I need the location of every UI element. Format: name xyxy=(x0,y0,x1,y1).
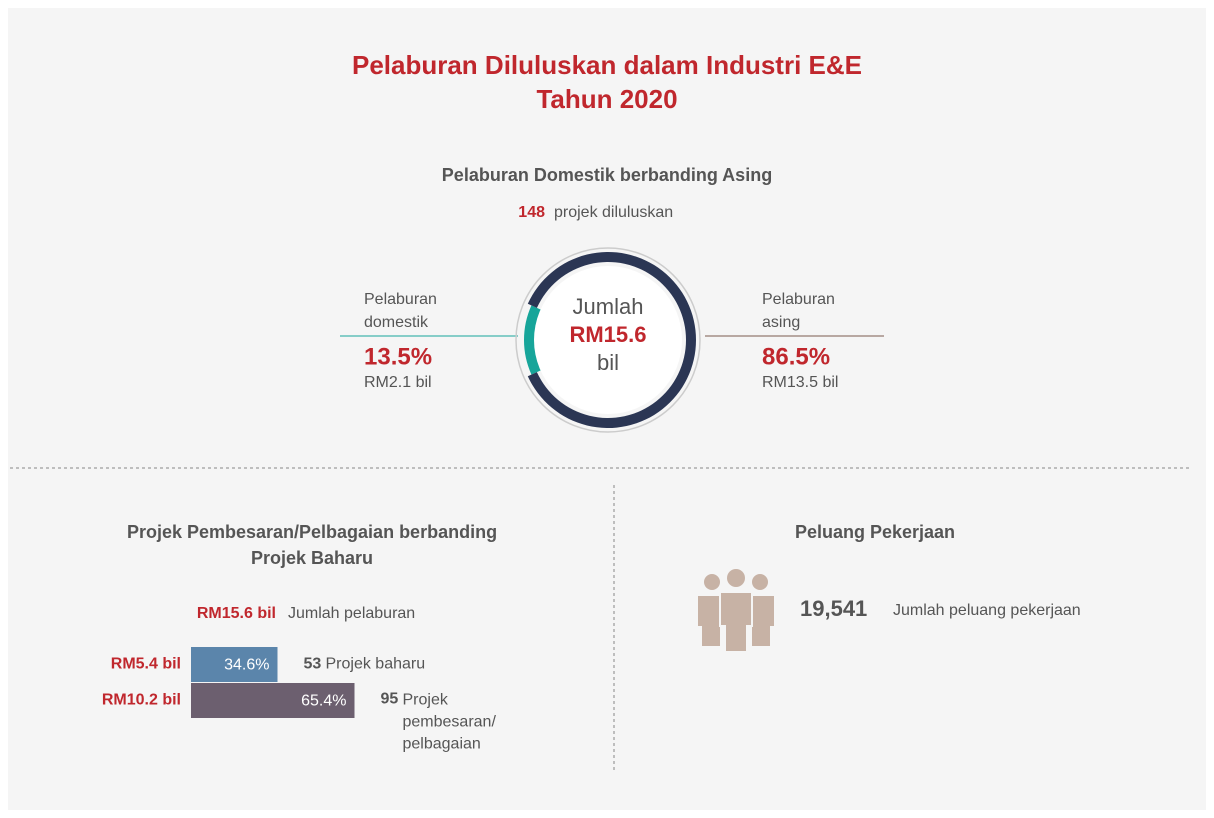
segment-amount: RM2.1 bil xyxy=(364,374,432,391)
bar-label: pelbagaian xyxy=(403,736,481,753)
jobs-heading: Peluang Pekerjaan xyxy=(795,522,955,542)
segment-name: domestik xyxy=(364,314,429,331)
bars: 34.6% RM5.4 bil 53 Projek baharu 65.4% RM10.2… xyxy=(102,647,497,753)
bar-label: Projek baharu xyxy=(326,656,426,673)
project-label: projek diluluskan xyxy=(554,204,673,221)
bars-total-label: Jumlah pelaburan xyxy=(288,605,415,622)
bar-label: Projek xyxy=(403,692,449,709)
bars-heading: Projek Baharu xyxy=(251,548,373,568)
segment-name: Pelaburan xyxy=(364,291,437,308)
people-icon xyxy=(698,569,774,653)
jobs-label: Jumlah peluang pekerjaan xyxy=(893,602,1081,619)
bar xyxy=(191,647,278,682)
bar-label: pembesaran/ xyxy=(403,714,497,731)
title: Pelaburan Diluluskan dalam Industri E&E xyxy=(352,50,862,80)
bar-value: 34.6% xyxy=(224,657,269,674)
segment-value: 86.5% xyxy=(762,343,830,370)
segment-amount: RM13.5 bil xyxy=(762,374,838,391)
segment-name: Pelaburan xyxy=(762,291,835,308)
center-text: bil xyxy=(597,350,619,375)
bar-value: 65.4% xyxy=(301,693,346,710)
center-text: Jumlah xyxy=(573,294,644,319)
center-total: RM15.6 xyxy=(569,322,646,347)
segment-name: asing xyxy=(762,314,800,331)
donut-outline xyxy=(515,247,701,433)
bars-heading: Projek Pembesaran/Pelbagaian berbanding xyxy=(127,522,497,542)
title: Tahun 2020 xyxy=(536,84,677,114)
project-count: 148 xyxy=(518,204,545,221)
donut-center xyxy=(534,266,682,414)
bar-count: 95 xyxy=(381,691,399,708)
bar-count: 53 xyxy=(304,656,322,673)
jobs-count: 19,541 xyxy=(800,596,867,621)
segment-value: 13.5% xyxy=(364,343,432,370)
bar-amount: RM10.2 bil xyxy=(102,692,181,709)
bars-total: RM15.6 bil xyxy=(197,605,276,622)
bar xyxy=(191,683,355,718)
donut-heading: Pelaburan Domestik berbanding Asing xyxy=(442,165,772,185)
bar-amount: RM5.4 bil xyxy=(111,656,181,673)
